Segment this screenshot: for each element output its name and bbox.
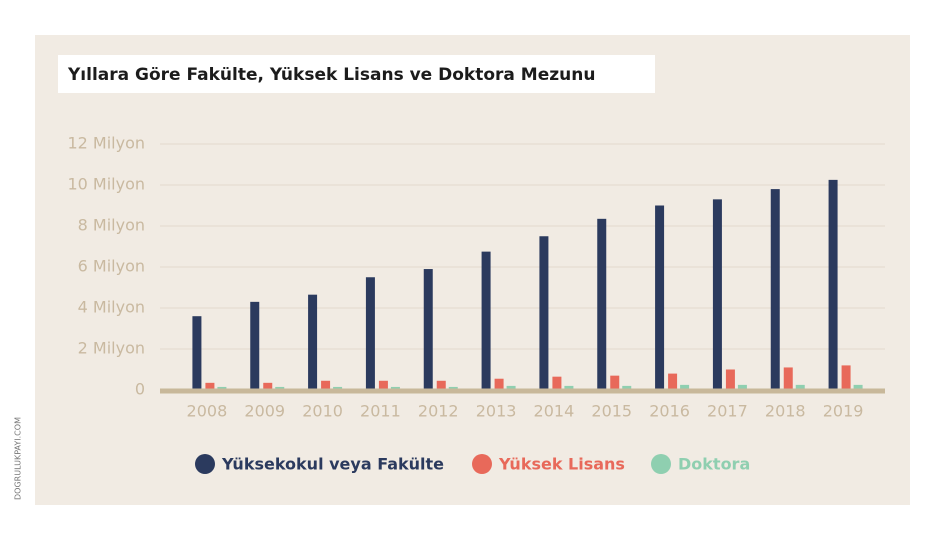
bar	[192, 316, 202, 390]
x-tick-label: 2014	[534, 402, 575, 421]
x-tick-label: 2010	[302, 402, 343, 421]
bar	[668, 373, 678, 390]
bar	[552, 376, 562, 390]
bar	[841, 365, 851, 390]
bar	[725, 369, 735, 390]
chart-title: Yıllara Göre Fakülte, Yüksek Lisans ve D…	[67, 65, 595, 85]
bar	[494, 378, 504, 390]
bar	[275, 386, 285, 390]
bar	[423, 269, 433, 390]
y-tick-label: 12 Milyon	[67, 134, 145, 153]
x-tick-label: 2019	[823, 402, 864, 421]
bar	[378, 380, 388, 390]
bar	[217, 386, 227, 390]
x-tick-label: 2013	[476, 402, 517, 421]
bar	[436, 380, 446, 390]
source: DOGRULUKPAYI.COM	[14, 417, 23, 500]
y-tick-label: 10 Milyon	[67, 175, 145, 194]
bar	[680, 384, 690, 390]
bar	[390, 386, 400, 390]
title-box	[58, 55, 655, 93]
bar	[564, 385, 574, 390]
legend-marker	[651, 454, 671, 474]
bar	[610, 375, 620, 390]
y-tick-label: 4 Milyon	[78, 298, 145, 317]
bar	[828, 179, 838, 390]
y-tick-label: 8 Milyon	[78, 216, 145, 235]
y-tick-label: 2 Milyon	[78, 339, 145, 358]
x-tick-label: 2012	[418, 402, 459, 421]
bar	[481, 251, 491, 390]
bar	[770, 189, 780, 390]
x-tick-label: 2009	[244, 402, 285, 421]
bar	[321, 380, 331, 390]
y-tick-label: 0	[135, 380, 145, 399]
bar	[597, 218, 607, 390]
legend-label: Yüksek Lisans	[498, 455, 625, 474]
x-tick-label: 2018	[765, 402, 806, 421]
legend-label: Yüksekokul veya Fakülte	[221, 455, 444, 474]
bar	[308, 294, 318, 390]
bar	[448, 386, 458, 390]
legend-marker	[195, 454, 215, 474]
bar	[783, 367, 793, 390]
legend-marker	[472, 454, 492, 474]
bar	[795, 384, 805, 390]
x-tick-label: 2016	[649, 402, 690, 421]
bar	[655, 205, 665, 390]
bar	[205, 382, 215, 390]
bar	[333, 386, 343, 390]
panel	[35, 35, 910, 505]
bar	[712, 199, 722, 390]
x-tick-label: 2017	[707, 402, 748, 421]
bar	[250, 301, 260, 390]
bar	[737, 384, 747, 390]
y-tick-label: 6 Milyon	[78, 257, 145, 276]
bar	[263, 382, 273, 390]
bar	[622, 385, 632, 390]
bar	[853, 384, 863, 390]
x-tick-label: 2011	[360, 402, 401, 421]
x-tick-label: 2008	[187, 402, 228, 421]
legend-label: Doktora	[678, 455, 750, 474]
bar	[365, 277, 375, 390]
bar	[539, 236, 549, 390]
bar	[506, 385, 516, 390]
x-tick-label: 2015	[591, 402, 632, 421]
